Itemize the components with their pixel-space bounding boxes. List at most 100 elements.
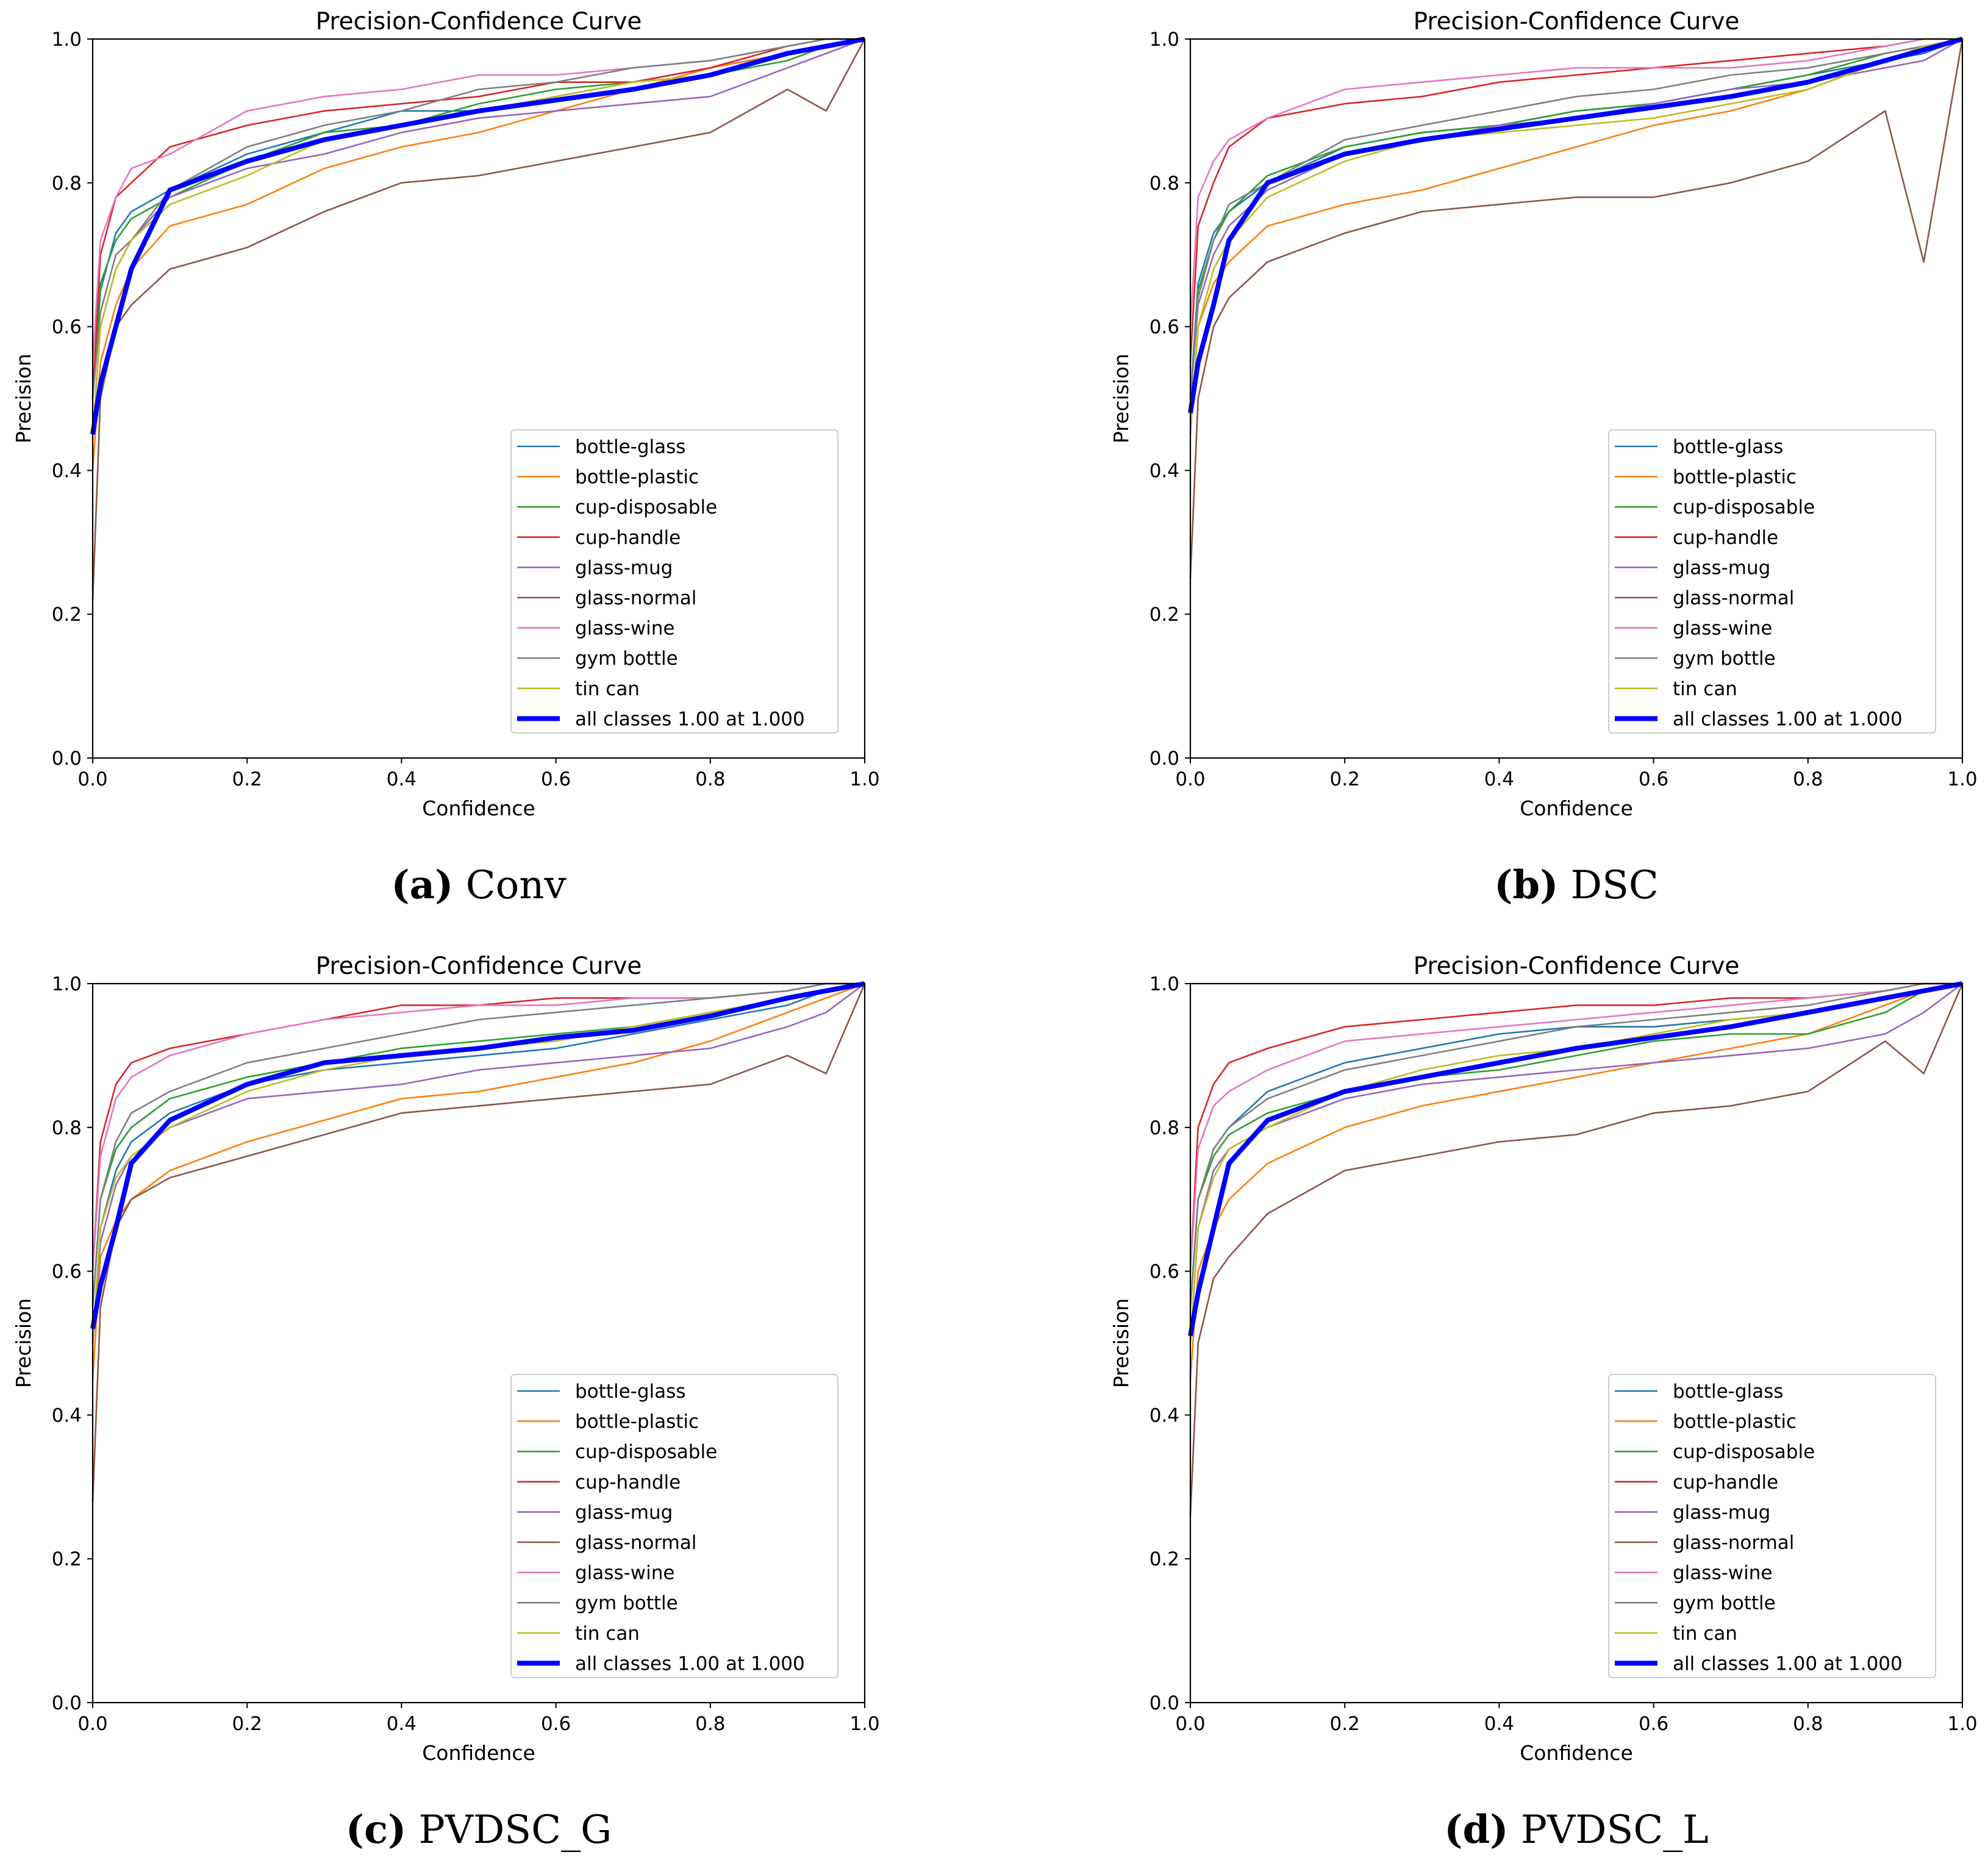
legend-label: gym bottle xyxy=(1673,648,1776,670)
series-line-glass-wine xyxy=(1189,982,1962,1271)
legend: bottle-glass bottle-plastic cup-disposable… xyxy=(510,1374,838,1678)
y-tick-label: 1.0 xyxy=(1150,29,1179,51)
x-tick-label: 0.6 xyxy=(1639,1713,1668,1735)
x-tick-label: 1.0 xyxy=(849,768,879,790)
chart-panel-b: 0.0 0.2 0.4 0.6 0.8 1.0 0.0 0.2 0.4 0.6 0.8 1.0 Prec… xyxy=(1109,8,1978,908)
legend-box xyxy=(1608,429,1936,734)
y-tick-label: 0.6 xyxy=(52,316,82,338)
legend-label: tin can xyxy=(575,678,640,700)
caption-space xyxy=(1509,1808,1521,1853)
legend-label: gym bottle xyxy=(1673,1592,1776,1614)
y-axis-label: Precision xyxy=(1109,1298,1133,1388)
y-tick-label: 0.4 xyxy=(52,1404,82,1426)
legend-label: cup-disposable xyxy=(1673,496,1815,518)
legend: bottle-glass bottle-plastic cup-disposable… xyxy=(1608,429,1936,734)
subfigure-caption: (b) DSC xyxy=(1494,862,1659,908)
chart-title: Precision-Confidence Curve xyxy=(316,953,642,980)
legend-label: tin can xyxy=(575,1623,640,1645)
legend-box xyxy=(510,1374,838,1678)
y-tick-label: 0.6 xyxy=(1150,1261,1179,1283)
series-line-glass-wine xyxy=(1189,38,1962,327)
series-line-glass-mug xyxy=(1189,982,1963,1343)
series-line-glass-normal xyxy=(91,983,866,1501)
series-line-cup-disposable xyxy=(1189,982,1963,1307)
x-axis-label: Confidence xyxy=(1520,1741,1633,1765)
legend-label: all classes 1.00 at 1.000 xyxy=(1673,1653,1903,1675)
x-axis-label: Confidence xyxy=(1520,796,1633,820)
legend-label: cup-disposable xyxy=(575,1441,717,1463)
x-tick-label: 0.6 xyxy=(541,1713,571,1735)
legend-label: bottle-plastic xyxy=(575,1411,699,1433)
legend-label: gym bottle xyxy=(575,1592,678,1614)
x-tick-label: 0.8 xyxy=(695,1713,725,1735)
y-tick-label: 0.4 xyxy=(52,460,82,482)
y-axis-label: Precision xyxy=(12,1298,35,1388)
x-tick-label: 0.0 xyxy=(1175,1713,1205,1735)
series-line-glass-mug xyxy=(91,982,865,1343)
series-line-bottle-glass xyxy=(91,982,865,1343)
caption-label: Conv xyxy=(466,863,567,908)
y-tick-label: 0.0 xyxy=(1150,1692,1179,1714)
y-tick-label: 0.2 xyxy=(1150,1548,1179,1570)
y-axis-label: Precision xyxy=(12,354,35,443)
y-tick-label: 0.2 xyxy=(52,1548,82,1570)
series-line-all-classes-1-00-at-1-000 xyxy=(1188,37,1964,413)
subfigure-caption: (d) PVDSC_L xyxy=(1444,1807,1709,1853)
legend-label: glass-mug xyxy=(575,557,673,579)
caption-label: DSC xyxy=(1571,863,1659,908)
legend-label: cup-handle xyxy=(1673,527,1778,549)
x-tick-label: 1.0 xyxy=(849,1713,879,1735)
legend-label: bottle-plastic xyxy=(575,467,699,488)
caption-letter: (d) xyxy=(1444,1807,1508,1853)
legend-label: bottle-glass xyxy=(575,1381,685,1403)
legend-label: bottle-plastic xyxy=(1673,467,1797,488)
legend-label: tin can xyxy=(1673,678,1737,700)
legend-label: glass-mug xyxy=(1673,1501,1770,1523)
x-tick-label: 0.8 xyxy=(1793,1713,1823,1735)
chart-panel-c: 0.0 0.2 0.4 0.6 0.8 1.0 0.0 0.2 0.4 0.6 0.8 1.0 Prec… xyxy=(12,953,880,1853)
series-line-all-classes-1-00-at-1-000 xyxy=(90,981,865,1329)
legend-label: cup-handle xyxy=(575,527,681,549)
legend-label: glass-wine xyxy=(575,1562,674,1584)
series-line-all-classes-1-00-at-1-000 xyxy=(90,37,865,435)
legend-label: glass-wine xyxy=(575,618,674,640)
axes-frame xyxy=(91,982,866,1704)
y-tick-label: 1.0 xyxy=(52,29,82,51)
chart-title: Precision-Confidence Curve xyxy=(1414,953,1740,980)
legend-label: cup-disposable xyxy=(575,496,717,518)
x-tick-label: 0.0 xyxy=(77,768,107,790)
x-tick-label: 0.2 xyxy=(232,1713,262,1735)
legend-label: glass-wine xyxy=(1673,1562,1772,1584)
y-tick-label: 0.4 xyxy=(1150,460,1179,482)
chart-panel-d: 0.0 0.2 0.4 0.6 0.8 1.0 0.0 0.2 0.4 0.6 0.8 1.0 Prec… xyxy=(1109,953,1978,1853)
y-tick-label: 0.8 xyxy=(52,1117,82,1139)
series-line-gym-bottle xyxy=(1189,38,1963,399)
legend-label: bottle-glass xyxy=(575,436,685,458)
caption-space xyxy=(406,1808,418,1853)
x-tick-label: 0.0 xyxy=(77,1713,107,1735)
caption-letter: (c) xyxy=(346,1807,407,1853)
legend-label: glass-wine xyxy=(1673,618,1772,640)
chart-title: Precision-Confidence Curve xyxy=(316,8,642,35)
x-tick-label: 0.8 xyxy=(1793,768,1823,790)
y-tick-label: 0.0 xyxy=(52,1692,82,1714)
axes-frame xyxy=(1189,982,1964,1704)
axes-frame xyxy=(1189,38,1964,759)
x-tick-label: 0.8 xyxy=(695,768,725,790)
chart-title: Precision-Confidence Curve xyxy=(1414,8,1740,35)
legend-label: glass-normal xyxy=(575,1532,696,1554)
series-line-gym-bottle xyxy=(91,982,865,1307)
y-tick-label: 0.8 xyxy=(1150,1117,1179,1139)
y-tick-label: 0.2 xyxy=(1150,604,1179,626)
x-tick-label: 0.2 xyxy=(1330,1713,1360,1735)
x-tick-label: 0.4 xyxy=(1484,1713,1514,1735)
caption-label: PVDSC_G xyxy=(419,1808,612,1853)
legend-label: bottle-plastic xyxy=(1673,1411,1797,1433)
y-axis-label: Precision xyxy=(1109,354,1133,443)
x-tick-label: 0.4 xyxy=(1484,768,1514,790)
legend: bottle-glass bottle-plastic cup-disposable… xyxy=(1608,1374,1936,1678)
y-tick-label: 0.6 xyxy=(52,1261,82,1283)
subfigure-caption: (c) PVDSC_G xyxy=(346,1807,612,1853)
legend-label: cup-handle xyxy=(575,1471,681,1493)
